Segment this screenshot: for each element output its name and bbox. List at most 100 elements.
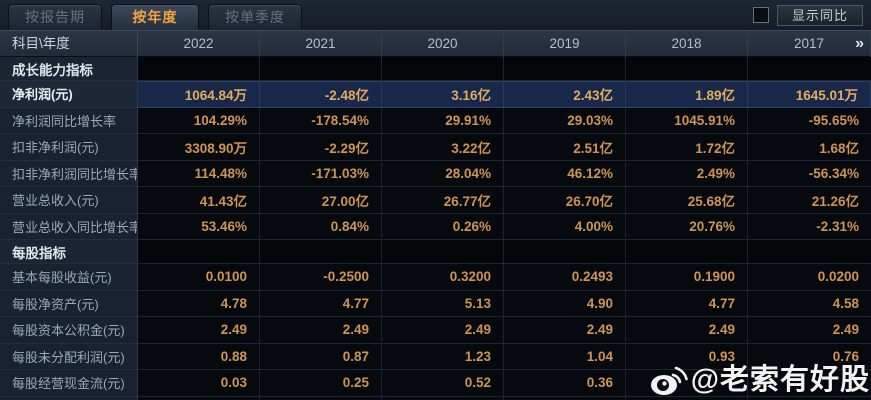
metric-value: 4.58 — [748, 290, 871, 317]
corner-header-label: 科目\年度 — [0, 31, 138, 57]
section-row: 每股指标 — [0, 240, 871, 264]
metric-value — [748, 370, 871, 397]
metric-value: 2.49% — [626, 160, 748, 187]
metric-value: 20.76% — [626, 213, 748, 240]
metric-row: 营业总收入同比增长率 53.46% 0.84% 0.26% 4.00% 20.76% -2.… — [0, 213, 871, 240]
metric-value: -2.29亿 — [260, 134, 382, 161]
empty-cell — [260, 57, 382, 81]
year-column-header: 2022 — [138, 31, 260, 57]
empty-cell — [504, 240, 626, 264]
empty-cell — [748, 57, 871, 81]
metric-label: 营业总收入同比增长率 — [0, 213, 138, 240]
metric-value — [626, 370, 748, 397]
metric-value: 0.1900 — [626, 264, 748, 291]
metric-value: 0.93 — [626, 343, 748, 370]
empty-cell — [138, 57, 260, 81]
metric-value: 26.70亿 — [504, 187, 626, 214]
metric-value: 1645.01万 — [748, 81, 871, 108]
section-label: 成长能力指标 — [0, 57, 138, 81]
metric-value: -2.48亿 — [260, 81, 382, 108]
metric-value: 53.46% — [138, 213, 260, 240]
metric-label: 每股未分配利润(元) — [0, 343, 138, 370]
metric-row: 每股未分配利润(元) 0.88 0.87 1.23 1.04 0.93 0.76 — [0, 343, 871, 370]
metric-value: 4.00% — [504, 213, 626, 240]
clipped-cell — [260, 396, 382, 400]
section-row: 成长能力指标 — [0, 57, 871, 81]
show-yoy-button[interactable]: 显示同比 — [776, 4, 863, 26]
tab-by-report-period[interactable]: 按报告期 — [8, 3, 102, 30]
show-yoy-checkbox[interactable] — [752, 7, 769, 23]
empty-cell — [626, 57, 748, 81]
metric-label: 扣非净利润同比增长率 — [0, 160, 138, 187]
clipped-row — [0, 396, 871, 400]
metric-value: 0.0200 — [748, 264, 871, 291]
empty-cell — [260, 240, 382, 264]
metric-value: 0.03 — [138, 370, 260, 397]
metric-row: 营业总收入(元) 41.43亿 27.00亿 26.77亿 26.70亿 25.68亿 21… — [0, 187, 871, 214]
metric-value: 26.77亿 — [382, 187, 504, 214]
metric-value: 2.49 — [626, 317, 748, 344]
metric-value: 2.49 — [382, 317, 504, 344]
metric-value: -56.34% — [748, 160, 871, 187]
metric-value: 0.3200 — [382, 264, 504, 291]
top-right-controls: 显示同比 — [752, 4, 863, 26]
year-column-header: 2021 — [260, 31, 382, 57]
table-header: 科目\年度 2022 2021 2020 2019 2018 2017» — [0, 30, 871, 57]
more-years-icon[interactable]: » — [855, 35, 864, 52]
metric-value: 1.72亿 — [626, 134, 748, 161]
clipped-row-label — [0, 396, 138, 400]
metric-row: 每股净资产(元) 4.78 4.77 5.13 4.90 4.77 4.58 — [0, 290, 871, 317]
metric-label: 扣非净利润(元) — [0, 134, 138, 161]
metric-value: 28.04% — [382, 160, 504, 187]
empty-cell — [748, 240, 871, 264]
metric-label: 每股经营现金流(元) — [0, 370, 138, 397]
metric-value: 29.03% — [504, 107, 626, 134]
metric-value: 0.76 — [748, 343, 871, 370]
metric-label: 基本每股收益(元) — [0, 264, 138, 291]
metric-row: 每股资本公积金(元) 2.49 2.49 2.49 2.49 2.49 2.49 — [0, 317, 871, 344]
metric-value: 3.22亿 — [382, 134, 504, 161]
metric-row: 净利润(元) 1064.84万 -2.48亿 3.16亿 2.43亿 1.89亿 1645.… — [0, 81, 871, 108]
metric-label: 每股净资产(元) — [0, 290, 138, 317]
metric-value: 0.2493 — [504, 264, 626, 291]
metric-value: 21.26亿 — [748, 187, 871, 214]
empty-cell — [382, 240, 504, 264]
clipped-cell — [748, 396, 871, 400]
empty-cell — [382, 57, 504, 81]
empty-cell — [504, 57, 626, 81]
tab-group: 按报告期 按年度 按单季度 — [8, 3, 302, 30]
metric-label: 每股资本公积金(元) — [0, 317, 138, 344]
metric-value: 104.29% — [138, 107, 260, 134]
metric-value: 2.51亿 — [504, 134, 626, 161]
metric-value: 5.13 — [382, 290, 504, 317]
metric-value: 0.88 — [138, 343, 260, 370]
metric-value: 4.77 — [260, 290, 382, 317]
metric-value: 0.87 — [260, 343, 382, 370]
metric-value: 1.23 — [382, 343, 504, 370]
metric-value: 2.43亿 — [504, 81, 626, 108]
metric-value: -171.03% — [260, 160, 382, 187]
metric-row: 每股经营现金流(元) 0.03 0.25 0.52 0.36 — [0, 370, 871, 397]
year-column-header: 2017 — [748, 31, 871, 57]
metric-row: 扣非净利润(元) 3308.90万 -2.29亿 3.22亿 2.51亿 1.72亿 1.6… — [0, 134, 871, 161]
metric-value: 3.16亿 — [382, 81, 504, 108]
clipped-cell — [626, 396, 748, 400]
metric-value: 4.90 — [504, 290, 626, 317]
tab-by-year[interactable]: 按年度 — [111, 3, 199, 30]
metric-value: 41.43亿 — [138, 187, 260, 214]
metric-value: 25.68亿 — [626, 187, 748, 214]
metric-value: 4.77 — [626, 290, 748, 317]
table-body: 成长能力指标 净利润(元) 1064.84万 -2.48亿 3.16亿 2.43亿 1.89… — [0, 57, 871, 397]
metric-value: -0.2500 — [260, 264, 382, 291]
metric-value: 2.49 — [260, 317, 382, 344]
section-label: 每股指标 — [0, 240, 138, 264]
metric-value: 1045.91% — [626, 107, 748, 134]
metric-value: 27.00亿 — [260, 187, 382, 214]
metric-value: -178.54% — [260, 107, 382, 134]
metric-value: -95.65% — [748, 107, 871, 134]
metric-value: 0.52 — [382, 370, 504, 397]
tab-by-quarter[interactable]: 按单季度 — [208, 3, 302, 30]
metric-value: 2.49 — [504, 317, 626, 344]
metric-value: 4.78 — [138, 290, 260, 317]
